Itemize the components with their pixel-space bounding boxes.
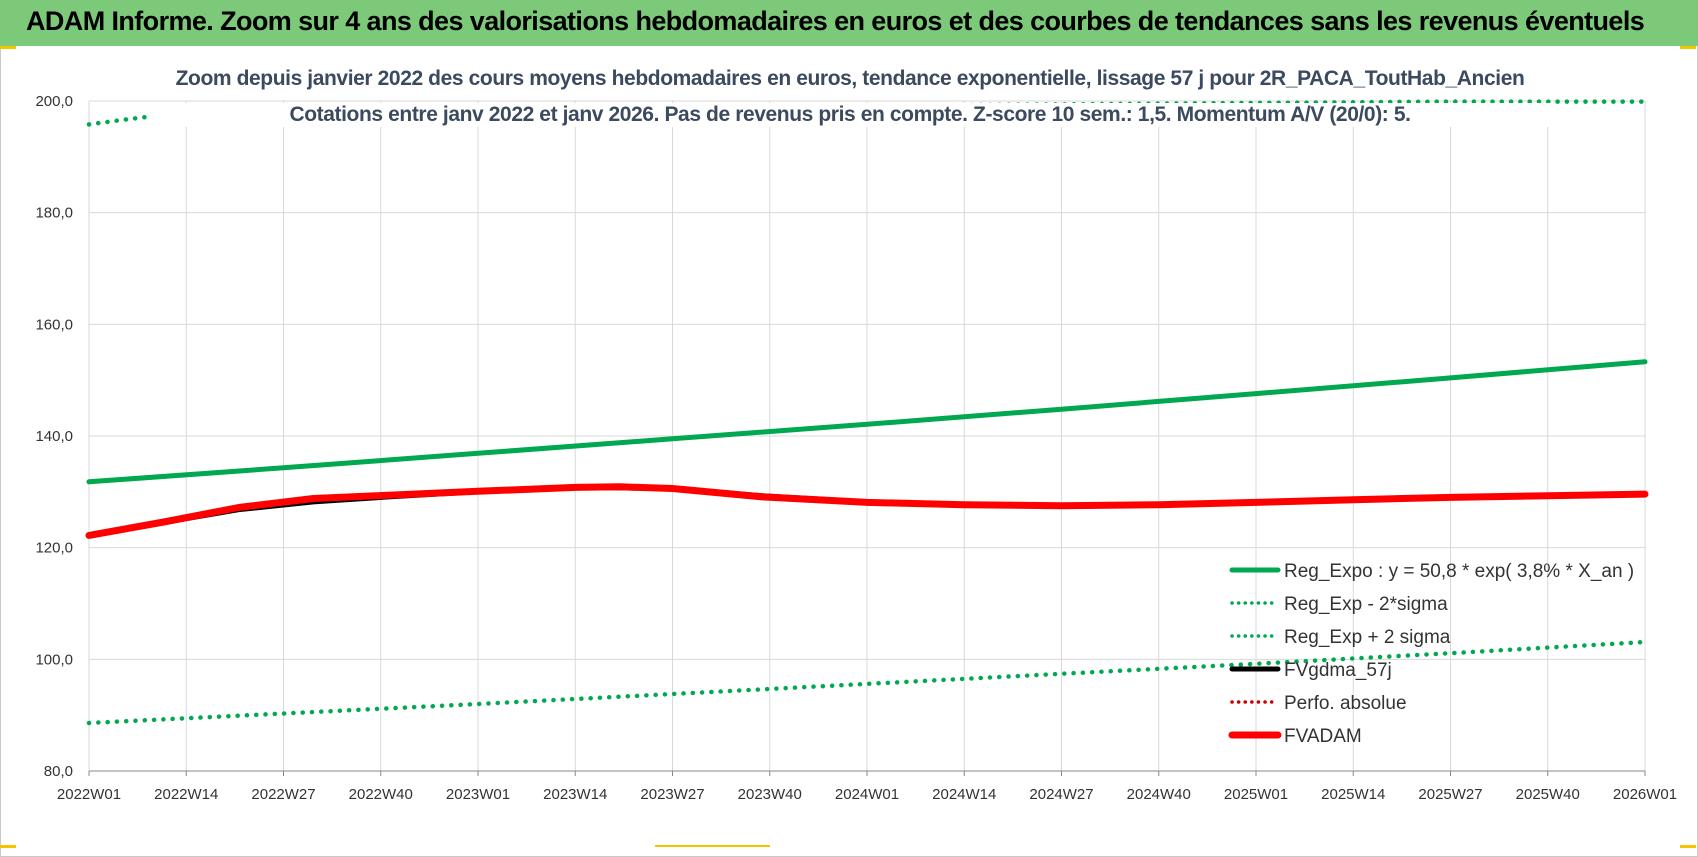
y-tick-label: 180,0 xyxy=(35,205,73,222)
y-tick-label: 160,0 xyxy=(35,316,73,333)
x-tick-label: 2023W27 xyxy=(640,786,704,803)
legend: Reg_Expo : y = 50,8 * exp( 3,8% * X_an )… xyxy=(1228,561,1634,747)
series-line-reg-exp-2-sigma xyxy=(86,639,1648,726)
banner-title: ADAM Informe. Zoom sur 4 ans des valoris… xyxy=(26,6,1645,36)
chart-subtitle: Cotations entre janv 2022 et janv 2026. … xyxy=(150,103,1550,127)
x-tick-label: 2023W01 xyxy=(446,786,510,803)
x-tick-label: 2022W14 xyxy=(154,786,218,803)
x-tick-label: 2022W40 xyxy=(349,786,413,803)
legend-label: FVgdma_57j xyxy=(1284,660,1392,681)
axes-layer: 80,0 100,0 120,0 140,0 160,0 180,0 200,0 2022W0… xyxy=(35,93,1677,803)
grid-lines xyxy=(88,100,1646,772)
legend-label: Reg_Exp + 2 sigma xyxy=(1284,627,1451,648)
series-line-reg-expo-y-50-8-exp-3-8-x-an xyxy=(86,359,1648,485)
x-tick-label: 2025W14 xyxy=(1321,786,1385,803)
x-tick-label: 2022W01 xyxy=(57,786,121,803)
x-tick-label: 2024W01 xyxy=(835,786,899,803)
corner-accent-bottom-left xyxy=(0,845,16,848)
legend-label: Perfo. absolue xyxy=(1284,693,1407,714)
legend-label: FVADAM xyxy=(1284,726,1362,747)
corner-accent-bottom-center xyxy=(655,845,770,847)
x-tick-label: 2025W27 xyxy=(1418,786,1482,803)
x-tick-label: 2024W40 xyxy=(1127,786,1191,803)
title-banner: ADAM Informe. Zoom sur 4 ans des valoris… xyxy=(0,0,1698,46)
x-tick-label: 2023W40 xyxy=(738,786,802,803)
y-tick-label: 100,0 xyxy=(35,651,73,668)
legend-label: Reg_Expo : y = 50,8 * exp( 3,8% * X_an ) xyxy=(1284,561,1634,582)
chart-title: Zoom depuis janvier 2022 des cours moyen… xyxy=(150,67,1550,91)
x-tick-label: 2022W27 xyxy=(251,786,315,803)
corner-accent-top-right xyxy=(1680,46,1696,49)
y-tick-label: 120,0 xyxy=(35,540,73,557)
x-tick-label: 2024W14 xyxy=(932,786,996,803)
y-tick-label: 80,0 xyxy=(44,763,73,780)
x-tick-label: 2026W01 xyxy=(1613,786,1677,803)
corner-accent-top-left xyxy=(0,46,16,49)
x-tick-label: 2025W40 xyxy=(1516,786,1580,803)
series-line-fvadam xyxy=(85,483,1649,539)
y-tick-label: 140,0 xyxy=(35,428,73,445)
x-tick-label: 2023W14 xyxy=(543,786,607,803)
x-tick-label: 2024W27 xyxy=(1029,786,1093,803)
corner-accent-bottom-right xyxy=(1680,845,1696,848)
y-tick-label: 200,0 xyxy=(35,93,73,110)
legend-label: Reg_Exp - 2*sigma xyxy=(1284,594,1448,615)
series-layer xyxy=(85,99,1649,726)
x-tick-label: 2025W01 xyxy=(1224,786,1288,803)
